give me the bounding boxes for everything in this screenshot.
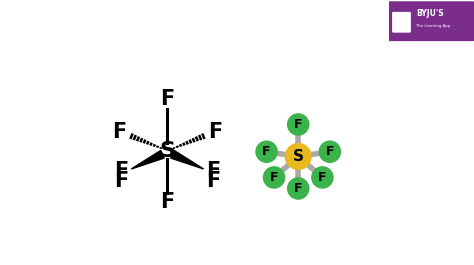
Text: SULFUR HEXAFLUORIDE STRUCTURE: SULFUR HEXAFLUORIDE STRUCTURE: [9, 16, 310, 31]
Text: F: F: [114, 171, 128, 191]
Text: S: S: [293, 149, 304, 164]
Circle shape: [264, 167, 284, 188]
Text: F: F: [114, 161, 128, 181]
Circle shape: [288, 178, 309, 199]
Text: F: F: [160, 90, 174, 109]
Text: F: F: [208, 122, 222, 142]
FancyBboxPatch shape: [392, 12, 411, 33]
Circle shape: [288, 114, 309, 135]
Circle shape: [286, 144, 311, 169]
Text: The Learning App: The Learning App: [416, 24, 450, 28]
Polygon shape: [171, 151, 204, 169]
Text: F: F: [262, 145, 271, 158]
Circle shape: [312, 167, 333, 188]
Polygon shape: [131, 151, 164, 169]
Circle shape: [319, 141, 340, 162]
Text: F: F: [206, 161, 220, 181]
Text: F: F: [318, 171, 327, 184]
Text: F: F: [294, 182, 302, 195]
Text: D: D: [395, 13, 401, 19]
FancyBboxPatch shape: [386, 1, 474, 41]
Text: F: F: [326, 145, 334, 158]
Text: F: F: [206, 171, 220, 191]
Text: F: F: [160, 192, 174, 212]
Circle shape: [256, 141, 277, 162]
Text: F: F: [112, 122, 127, 142]
Text: BYJU'S: BYJU'S: [416, 9, 444, 18]
Text: F: F: [294, 118, 302, 131]
Text: S: S: [159, 141, 175, 161]
Text: F: F: [270, 171, 278, 184]
